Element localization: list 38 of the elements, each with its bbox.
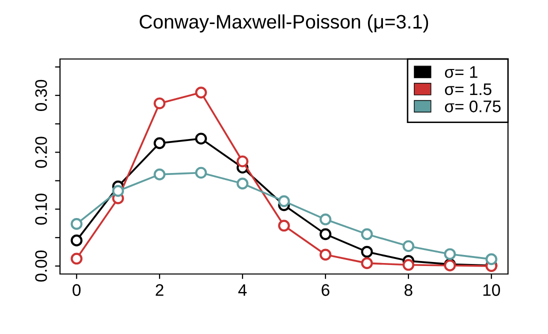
point <box>195 132 207 145</box>
legend-label: σ= 0.75 <box>444 100 501 112</box>
x-tick-label: 2 <box>156 284 164 296</box>
point <box>236 178 248 190</box>
y-tick-label: 0.00 <box>35 250 47 282</box>
point <box>112 185 124 197</box>
point <box>444 248 456 260</box>
x-tick-label: 6 <box>322 284 330 296</box>
point <box>402 258 414 271</box>
point <box>361 228 373 240</box>
point <box>361 246 373 258</box>
y-tick-label: 0.20 <box>35 136 47 168</box>
point <box>402 240 414 252</box>
y-tick-label: 0.10 <box>35 194 47 225</box>
point <box>70 252 82 265</box>
point <box>278 220 290 232</box>
chart-title: Conway-Maxwell-Poisson (μ=3.1) <box>140 14 428 32</box>
legend-label: σ= 1 <box>444 66 478 78</box>
point <box>154 137 166 150</box>
point <box>154 168 166 180</box>
x-tick-label: 10 <box>483 284 500 296</box>
point <box>320 213 332 226</box>
x-tick-label: 0 <box>72 284 81 296</box>
point <box>320 248 332 261</box>
point <box>195 86 207 98</box>
x-tick-label: 4 <box>238 284 247 296</box>
point <box>70 218 82 230</box>
point <box>236 155 248 168</box>
point <box>154 97 166 110</box>
point <box>320 228 332 240</box>
point <box>361 257 373 270</box>
point <box>70 234 82 246</box>
point <box>486 253 498 266</box>
y-tick-label: 0.30 <box>35 80 47 111</box>
point <box>278 195 290 208</box>
x-tick-label: 8 <box>404 284 412 296</box>
legend-label: σ= 1.5 <box>444 83 492 96</box>
point <box>195 166 207 179</box>
